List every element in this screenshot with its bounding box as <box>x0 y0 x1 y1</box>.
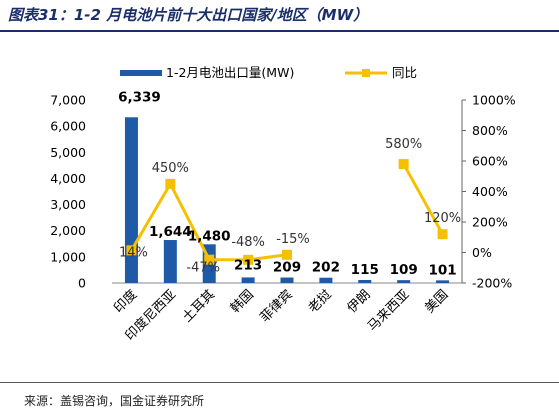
left-axis-tick-label: 1,000 <box>50 249 86 264</box>
bar <box>163 240 177 283</box>
left-axis-tick-label: 6,000 <box>50 119 86 134</box>
x-tick-label: 美国 <box>422 287 451 316</box>
right-axis-tick-label: 0% <box>472 245 492 260</box>
line-value-label: 14% <box>119 245 148 260</box>
bar-value-label: 209 <box>273 260 301 276</box>
left-axis-tick-label: 4,000 <box>50 171 86 186</box>
legend-swatch-bar <box>120 70 162 76</box>
line-value-label: 450% <box>152 161 189 176</box>
legend-label-line: 同比 <box>392 65 417 80</box>
line-point <box>398 159 409 170</box>
bar-value-label: 213 <box>234 257 262 273</box>
line-point <box>165 178 176 189</box>
footer-divider <box>0 382 559 383</box>
bar-value-label: 1,644 <box>149 224 192 240</box>
left-axis-tick-label: 2,000 <box>50 223 86 238</box>
right-axis-tick-label: -200% <box>472 276 512 291</box>
left-axis: 0 1,000 2,000 3,000 4,000 5,000 6,000 7,000 <box>50 93 462 291</box>
line-value-label: -47% <box>186 261 220 276</box>
bar-series <box>124 117 450 283</box>
line-value-label: -15% <box>276 232 310 247</box>
right-axis-tick-label: 600% <box>472 154 508 169</box>
x-tick-label: 印度 <box>111 287 141 317</box>
line-value-labels: 14% 450% -47% -48% -15% 580% 120% <box>119 137 461 276</box>
bar-value-label: 109 <box>390 262 418 278</box>
bar <box>397 280 411 283</box>
line-point <box>204 254 215 265</box>
right-axis-tick-label: 1000% <box>472 93 516 108</box>
bar-value-label: 101 <box>428 262 456 278</box>
bar-value-label: 1,480 <box>188 228 231 244</box>
bar-value-label: 115 <box>351 262 379 278</box>
right-axis-tick-label: 200% <box>472 215 508 230</box>
x-tick-label: 马来西亚 <box>365 287 412 334</box>
bar <box>241 277 255 283</box>
source-note: 来源：盖锡咨询，国金证券研究所 <box>24 394 205 408</box>
right-axis: -200% 0% 200% 400% 600% 800% 1000% <box>461 93 516 291</box>
legend-marker-line <box>362 69 370 77</box>
line-point <box>282 249 292 260</box>
bar-value-label: 6,339 <box>118 89 161 105</box>
bar <box>124 117 138 283</box>
legend-label-bar: 1-2月电池出口量(MW) <box>166 65 294 80</box>
legend: 1-2月电池出口量(MW) 同比 <box>120 65 417 80</box>
x-tick-label: 伊朗 <box>345 287 374 316</box>
bar <box>358 279 372 283</box>
line-value-label: -48% <box>231 235 265 250</box>
x-tick-label: 土耳其 <box>180 287 218 325</box>
line-segment <box>402 163 444 235</box>
right-axis-tick-label: 400% <box>472 184 508 199</box>
line-value-label: 580% <box>385 137 422 152</box>
figure-title: 图表31：1-2 月电池片前十大出口国家/地区（MW） <box>8 6 369 24</box>
left-axis-tick-label: 5,000 <box>50 145 86 160</box>
title-divider <box>0 30 559 32</box>
x-tick-label: 老挝 <box>306 287 335 316</box>
line-value-label: 120% <box>424 211 461 226</box>
line-point <box>243 254 254 265</box>
right-axis-tick-label: 800% <box>472 123 508 138</box>
bar <box>280 277 294 283</box>
line-point <box>126 245 137 256</box>
left-axis-tick-label: 7,000 <box>50 93 86 108</box>
left-axis-tick-label: 3,000 <box>50 197 86 212</box>
bar <box>319 277 333 283</box>
x-tick-label: 韩国 <box>228 287 257 316</box>
bar-value-label: 202 <box>312 260 340 276</box>
left-axis-tick-label: 0 <box>78 276 86 291</box>
bar <box>436 280 450 283</box>
chart: 1-2月电池出口量(MW) 同比 0 1,000 2,000 3,000 4,000 5,0… <box>50 65 516 344</box>
x-tick-label: 菲律宾 <box>257 287 296 326</box>
line-point <box>437 229 448 240</box>
line-series <box>126 159 448 265</box>
